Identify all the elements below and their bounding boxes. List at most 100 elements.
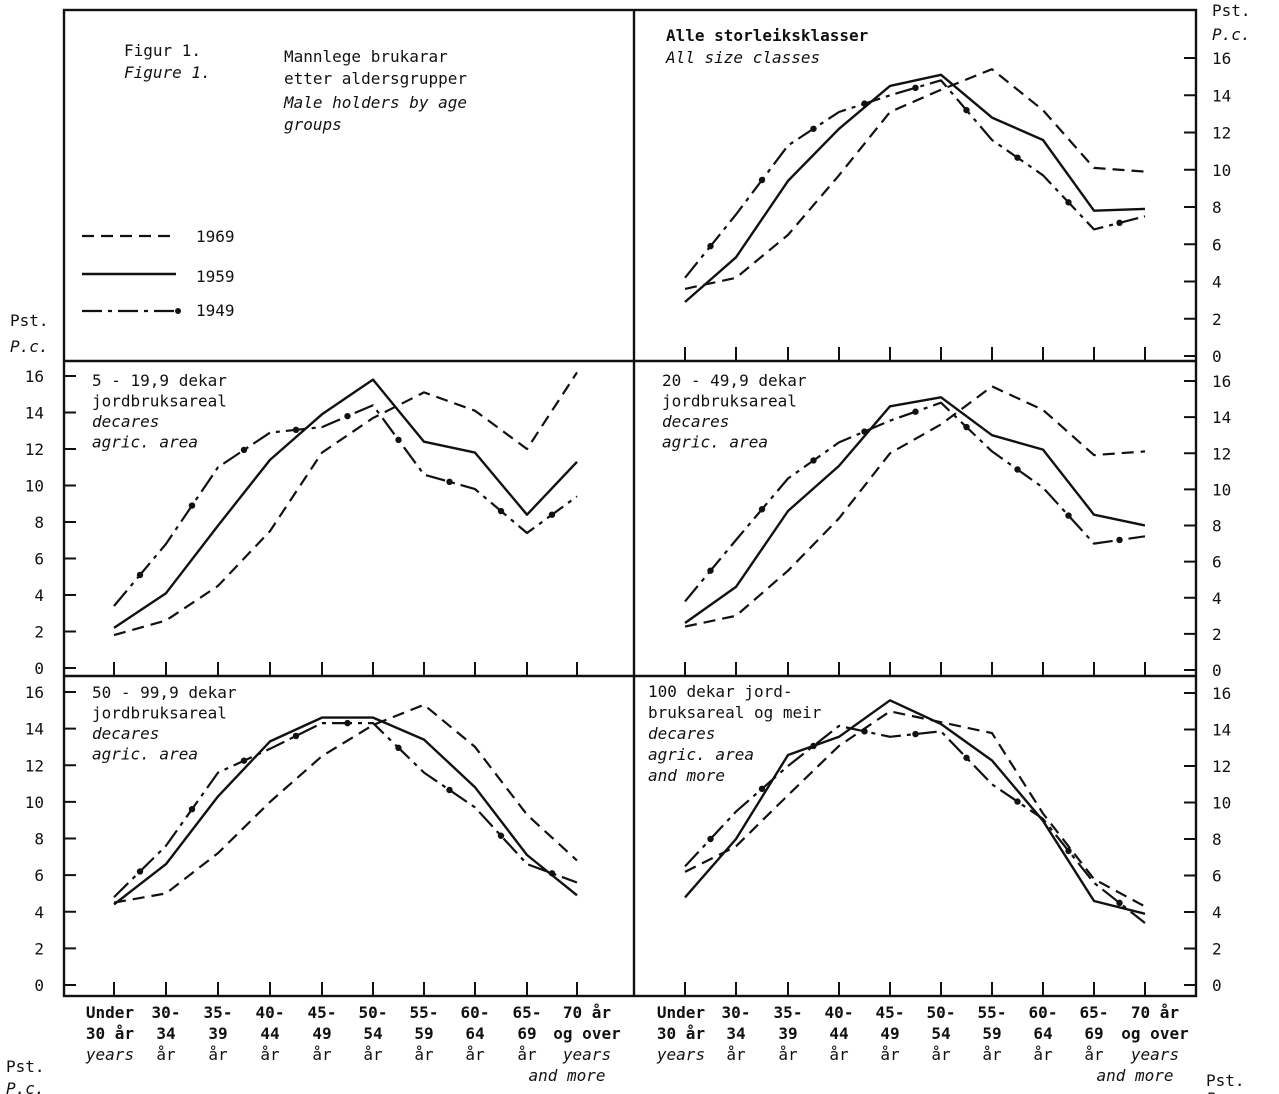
x-label-left-4: 49 [312,1024,331,1043]
series-marker-1949 [912,408,919,415]
x-label-left-5: 50- [359,1003,388,1022]
series-marker-1949 [912,84,919,92]
unit-pc-bottom-right: P.c. [1206,1089,1245,1094]
panel-1: 0 2 4 6 8 10 12 14 16 5 - 19,9 dekar jordbruksarea… [25,367,578,678]
series-marker-1949 [1116,536,1123,544]
x-label-right-8: 65- [1080,1003,1109,1022]
series-line-1959 [684,699,1146,915]
figure-label-no: Figur 1. [124,41,201,60]
legend-label-1969: 1969 [196,227,235,246]
x-label-left-7: 60- [461,1003,490,1022]
panel-title-line: agric. area [648,745,754,764]
series-marker-1949 [1014,154,1021,161]
panel-3: 0 2 4 6 8 10 12 14 16 50 - 99,9 dekar jordbruksare… [25,683,578,996]
y-tick-label: 0 [34,976,44,995]
series-marker-1949 [240,446,248,454]
y-tick-label: 0 [1212,661,1222,680]
y-tick-label: 16 [1212,684,1231,703]
panel-title-line: decares [648,724,715,743]
x-label-right-3: 40- [825,1003,854,1022]
y-tick-label: 8 [1212,517,1222,536]
series-marker-1949 [188,502,196,509]
axis-unit-labels: Pst. P.c. Pst. P.c. Pst. P.c. Pst. P.c. [6,1,1251,1094]
y-tick-label: 4 [1212,903,1222,922]
y-tick-label: 6 [1212,553,1222,572]
y-tick-label: 14 [1212,721,1231,740]
y-tick-label: 14 [25,720,44,739]
x-label-left-8: 65- [513,1003,542,1022]
series-line-1969 [684,710,1146,908]
series-marker-1949 [446,786,453,794]
series-line-1949 [684,724,1146,924]
figure-title-no-1: Mannlege brukarar [284,47,448,66]
x-label-right-2: år [778,1045,798,1064]
x-label-right-0: Under [657,1003,705,1022]
figure-frame [62,8,1198,998]
series-marker-1949 [136,571,144,579]
x-label-left-3: 40- [256,1003,285,1022]
x-label-right-9: og over [1121,1024,1188,1043]
y-tick-label: 2 [1212,310,1222,329]
x-label-right-1: år [726,1045,746,1064]
panel-title-line: jordbruksareal [662,392,797,411]
legend: 1969 1959 1949 [82,227,235,320]
series-marker-1949 [395,744,402,752]
series-line-1959 [684,396,1146,624]
x-label-right-7: 64 [1033,1024,1052,1043]
series-marker-1949 [963,106,970,114]
series-marker-1949 [240,757,248,764]
y-tick-label: 2 [1212,940,1222,959]
legend-label-1949: 1949 [196,301,235,320]
panel-title-line: Alle storleiksklasser [666,26,868,45]
x-label-right-0: 30 år [657,1024,705,1043]
series-marker-1949 [292,732,300,740]
y-tick-label: 0 [1212,347,1222,366]
figure-title-en-1: Male holders by age [283,93,467,112]
series-line-1959 [113,716,578,906]
series-marker-1949 [344,412,351,420]
panel-title-line: agric. area [662,433,768,452]
x-label-left-1: 30- [152,1003,181,1022]
y-tick-label: 16 [25,683,44,702]
panel-title-line: 20 - 49,9 dekar [662,371,807,390]
series-marker-1949 [963,754,970,761]
x-label-right-6: 55- [978,1003,1007,1022]
series-marker-1949 [395,436,402,444]
x-label-left-4: år [312,1045,332,1064]
series-line-1959 [684,73,1146,303]
figure-title-en-2: groups [284,115,342,134]
y-tick-label: 12 [25,440,44,459]
series-marker-1949 [188,806,196,813]
x-label-right-2: 39 [778,1024,797,1043]
panel-title-line: 100 dekar jord- [648,682,793,701]
x-label-left-3: 44 [260,1024,279,1043]
series-marker-1949 [707,567,714,574]
y-tick-label: 8 [34,830,44,849]
series-marker-1949 [707,835,714,843]
x-label-right-5: år [931,1045,951,1064]
panel-4: 0 2 4 6 8 10 12 14 16 100 dekar jord-bruksareal o… [648,682,1231,996]
series-line-1969 [113,703,578,904]
series-marker-1949 [707,242,714,250]
unit-pst-top-right: Pst. [1212,1,1251,20]
y-tick-label: 8 [1212,830,1222,849]
x-label-right-5: 50- [927,1003,956,1022]
series-marker-1949 [963,423,970,431]
y-tick-label: 0 [34,659,44,678]
panel-title-line: and more [648,766,725,785]
x-label-left-0: years [85,1045,134,1064]
panel-title-line: All size classes [665,48,820,67]
x-label-left-0: Under [86,1003,134,1022]
x-label-right-0: years [656,1045,705,1064]
series-marker-1949 [1014,466,1021,473]
x-label-right-4: 49 [880,1024,899,1043]
unit-pc-bottom-left: P.c. [6,1079,45,1094]
y-tick-label: 12 [1212,124,1231,143]
x-label-left-4: 45- [308,1003,337,1022]
panel-title-line: jordbruksareal [92,704,227,723]
series-marker-1949 [912,730,919,738]
y-tick-label: 6 [1212,235,1222,254]
series-marker-1949 [1014,798,1021,805]
y-tick-label: 14 [1212,408,1231,427]
